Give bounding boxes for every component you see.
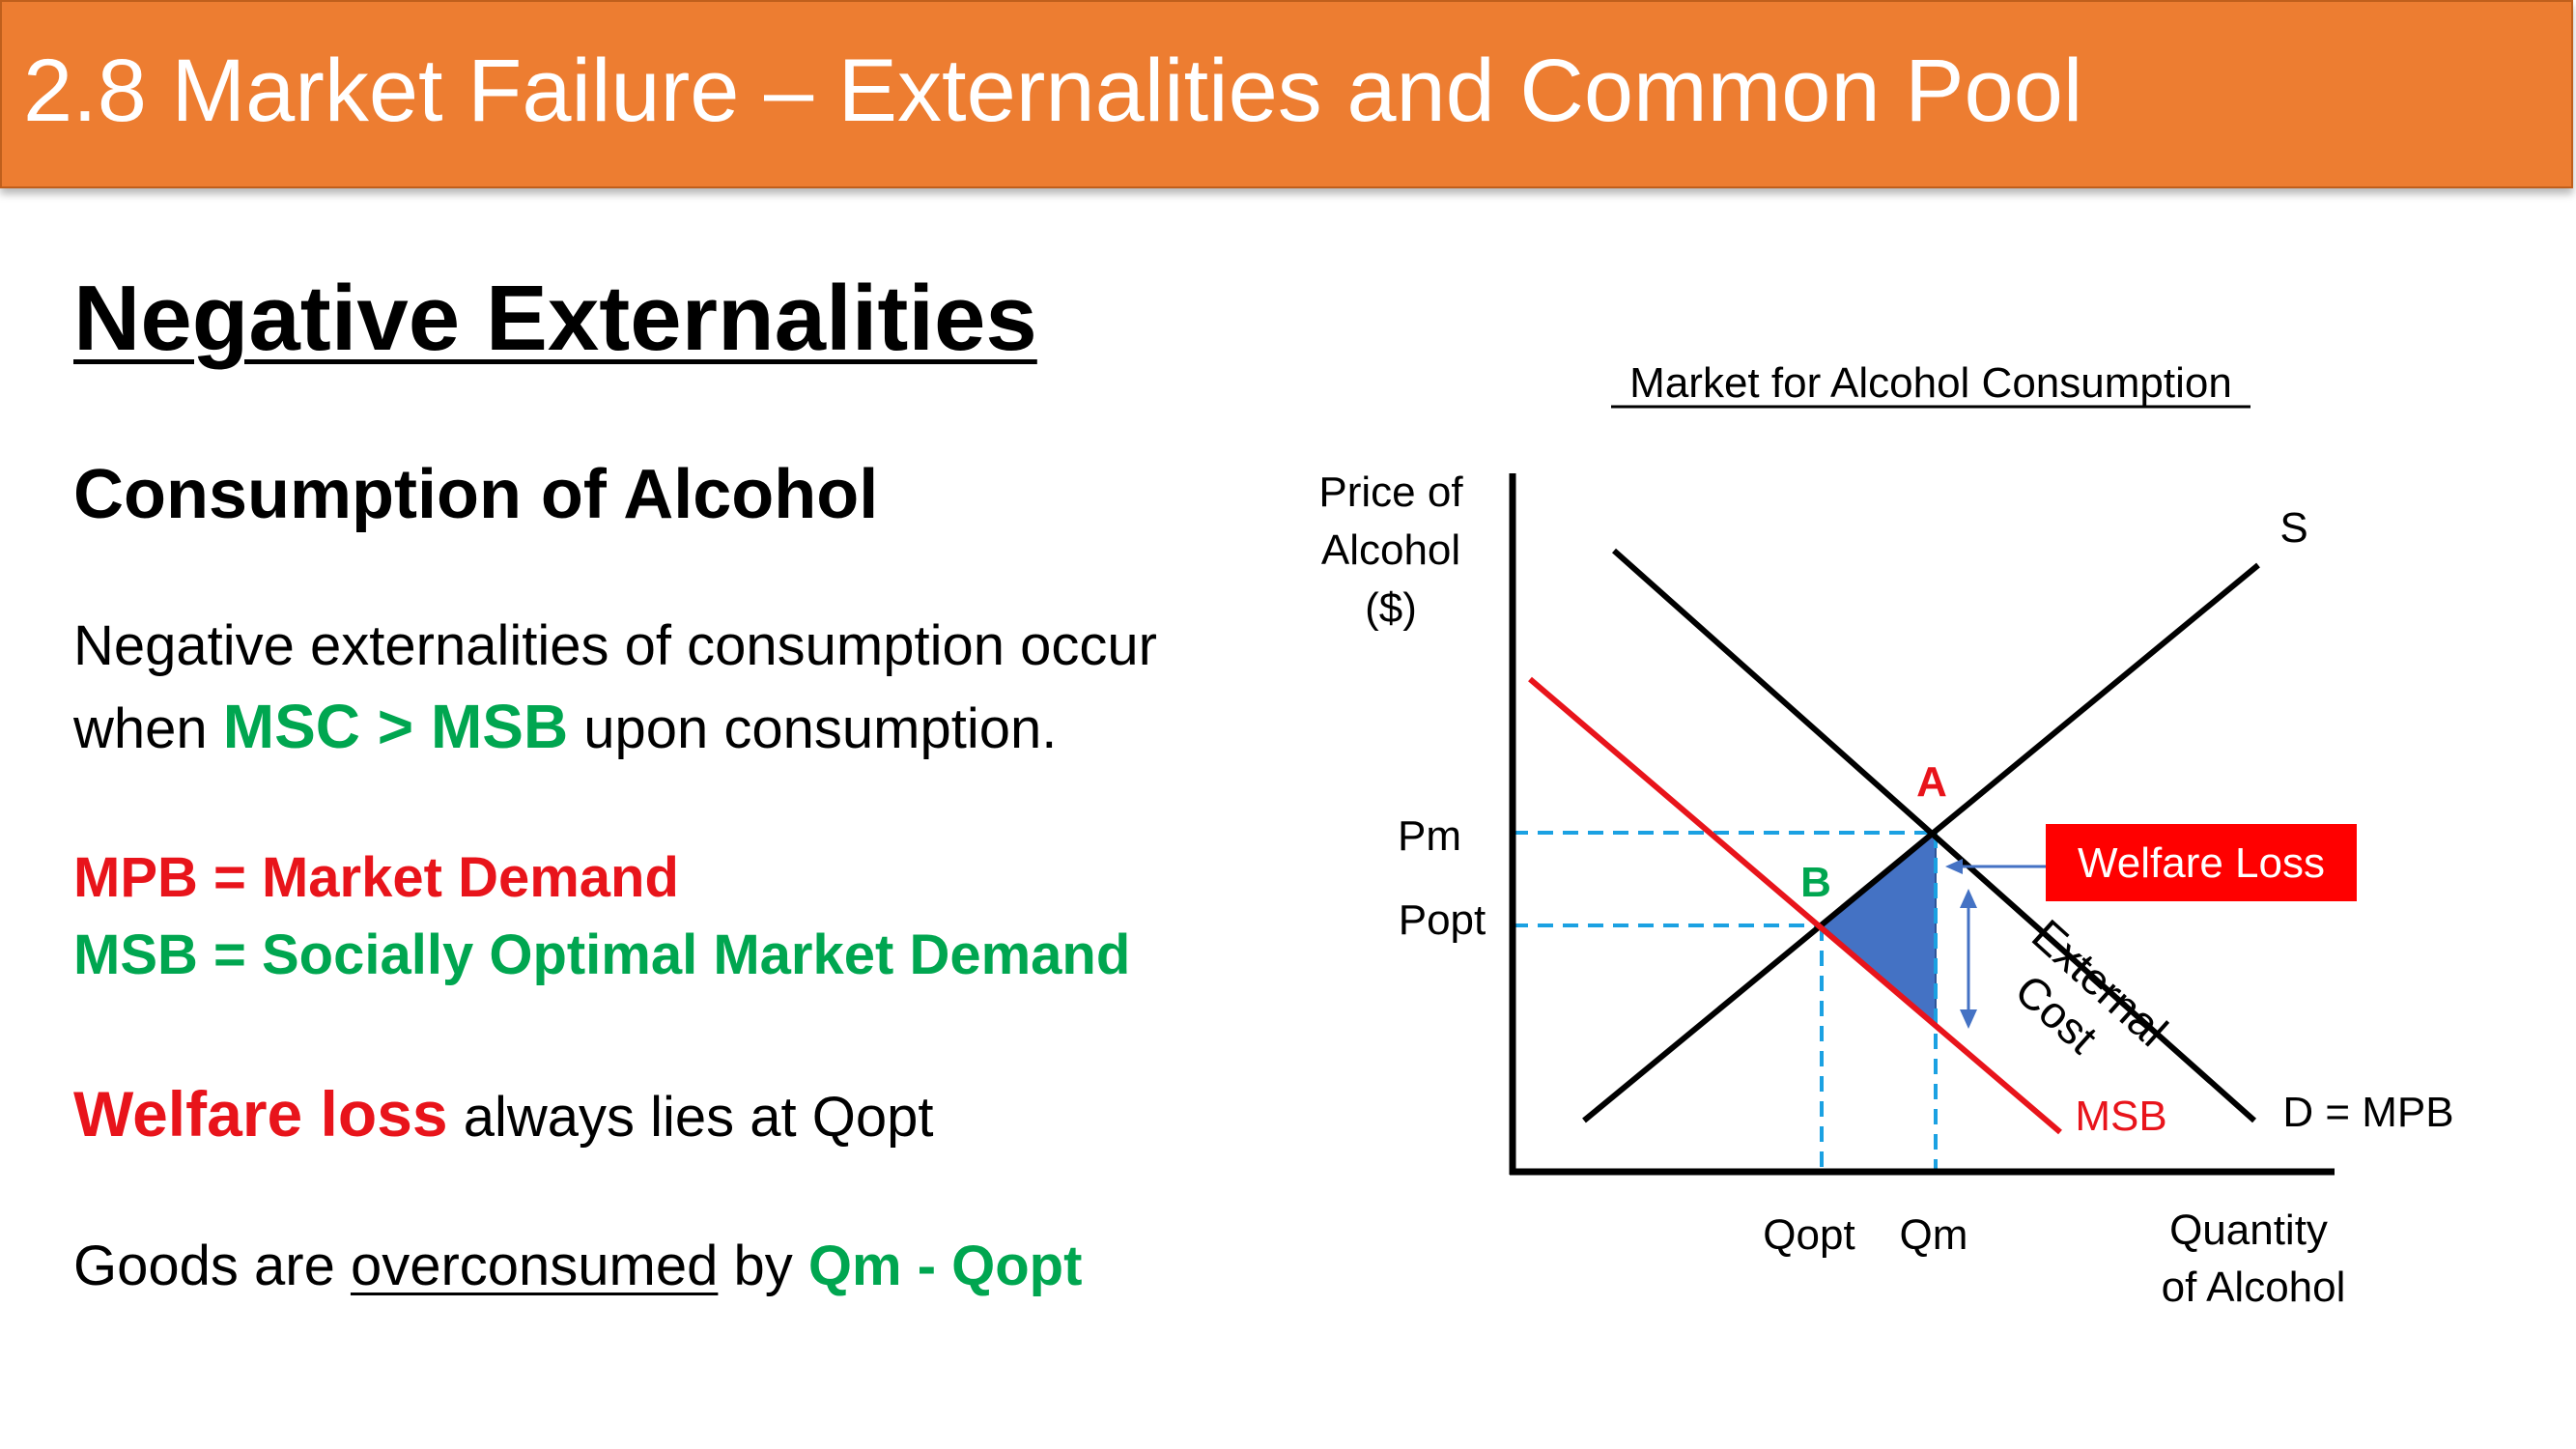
para-line-2-pre: when xyxy=(73,697,223,760)
para-line-2: when MSC > MSB upon consumption. xyxy=(73,696,1057,757)
pm-label: Pm xyxy=(1398,812,1461,860)
subtitle: Consumption of Alcohol xyxy=(73,456,879,533)
welfare-loss-area xyxy=(1820,830,1937,1028)
overconsumed-mid: by xyxy=(718,1235,808,1297)
msb-definition: MSB = Socially Optimal Market Demand xyxy=(73,923,1131,986)
external-cost-label: External Cost xyxy=(2006,910,2178,1064)
external-cost-arrow-head-bottom xyxy=(1960,1009,1977,1029)
supply-label: S xyxy=(2279,504,2307,552)
welfare-loss-rest: always lies at Qopt xyxy=(447,1086,934,1149)
qm-label: Qm xyxy=(1900,1211,1968,1259)
qm-qopt-highlight: Qm - Qopt xyxy=(807,1235,1083,1297)
y-axis-label-2: Alcohol xyxy=(1321,526,1460,574)
mpb-definition: MPB = Market Demand xyxy=(73,846,679,909)
external-cost-arrow-head-top xyxy=(1960,889,1977,908)
supply-curve xyxy=(1582,562,2260,1123)
para-line-2-post: upon consumption. xyxy=(568,697,1058,760)
diagram-title: Market for Alcohol Consumption xyxy=(1629,359,2232,407)
section-title: Negative Externalities xyxy=(73,267,1037,370)
overconsumed-line: Goods are overconsumed by Qm - Qopt xyxy=(73,1238,1082,1294)
point-a-label: A xyxy=(1916,758,1947,806)
title-bar: 2.8 Market Failure – Externalities and C… xyxy=(0,0,2573,188)
x-axis-label-1: Quantity xyxy=(2169,1207,2328,1254)
welfare-loss-highlight: Welfare loss xyxy=(73,1078,448,1150)
qopt-label: Qopt xyxy=(1763,1211,1854,1259)
msc-msb-highlight: MSC > MSB xyxy=(222,692,569,761)
overconsumed-pre: Goods are xyxy=(73,1235,351,1297)
welfare-loss-box-label: Welfare Loss xyxy=(2078,839,2325,887)
overconsumed-word: overconsumed xyxy=(350,1235,719,1297)
welfare-loss-box xyxy=(2046,824,2357,901)
msb-label: MSB xyxy=(2075,1093,2166,1140)
point-b-label: B xyxy=(1800,859,1831,906)
x-axis-label-2: of Alcohol xyxy=(2162,1264,2346,1311)
slide-title: 2.8 Market Failure – Externalities and C… xyxy=(23,42,2083,140)
msb-curve xyxy=(1528,676,2062,1135)
y-axis-label-1: Price of xyxy=(1318,469,1463,516)
demand-curve xyxy=(1612,548,2256,1123)
para-line-1: Negative externalities of consumption oc… xyxy=(73,614,1157,677)
y-axis-label-3: ($) xyxy=(1365,584,1417,632)
welfare-loss-line: Welfare loss always lies at Qopt xyxy=(73,1082,934,1146)
welfare-loss-pointer-head xyxy=(1945,859,1963,874)
popt-label: Popt xyxy=(1399,896,1486,944)
demand-label: D = MPB xyxy=(2282,1089,2453,1136)
